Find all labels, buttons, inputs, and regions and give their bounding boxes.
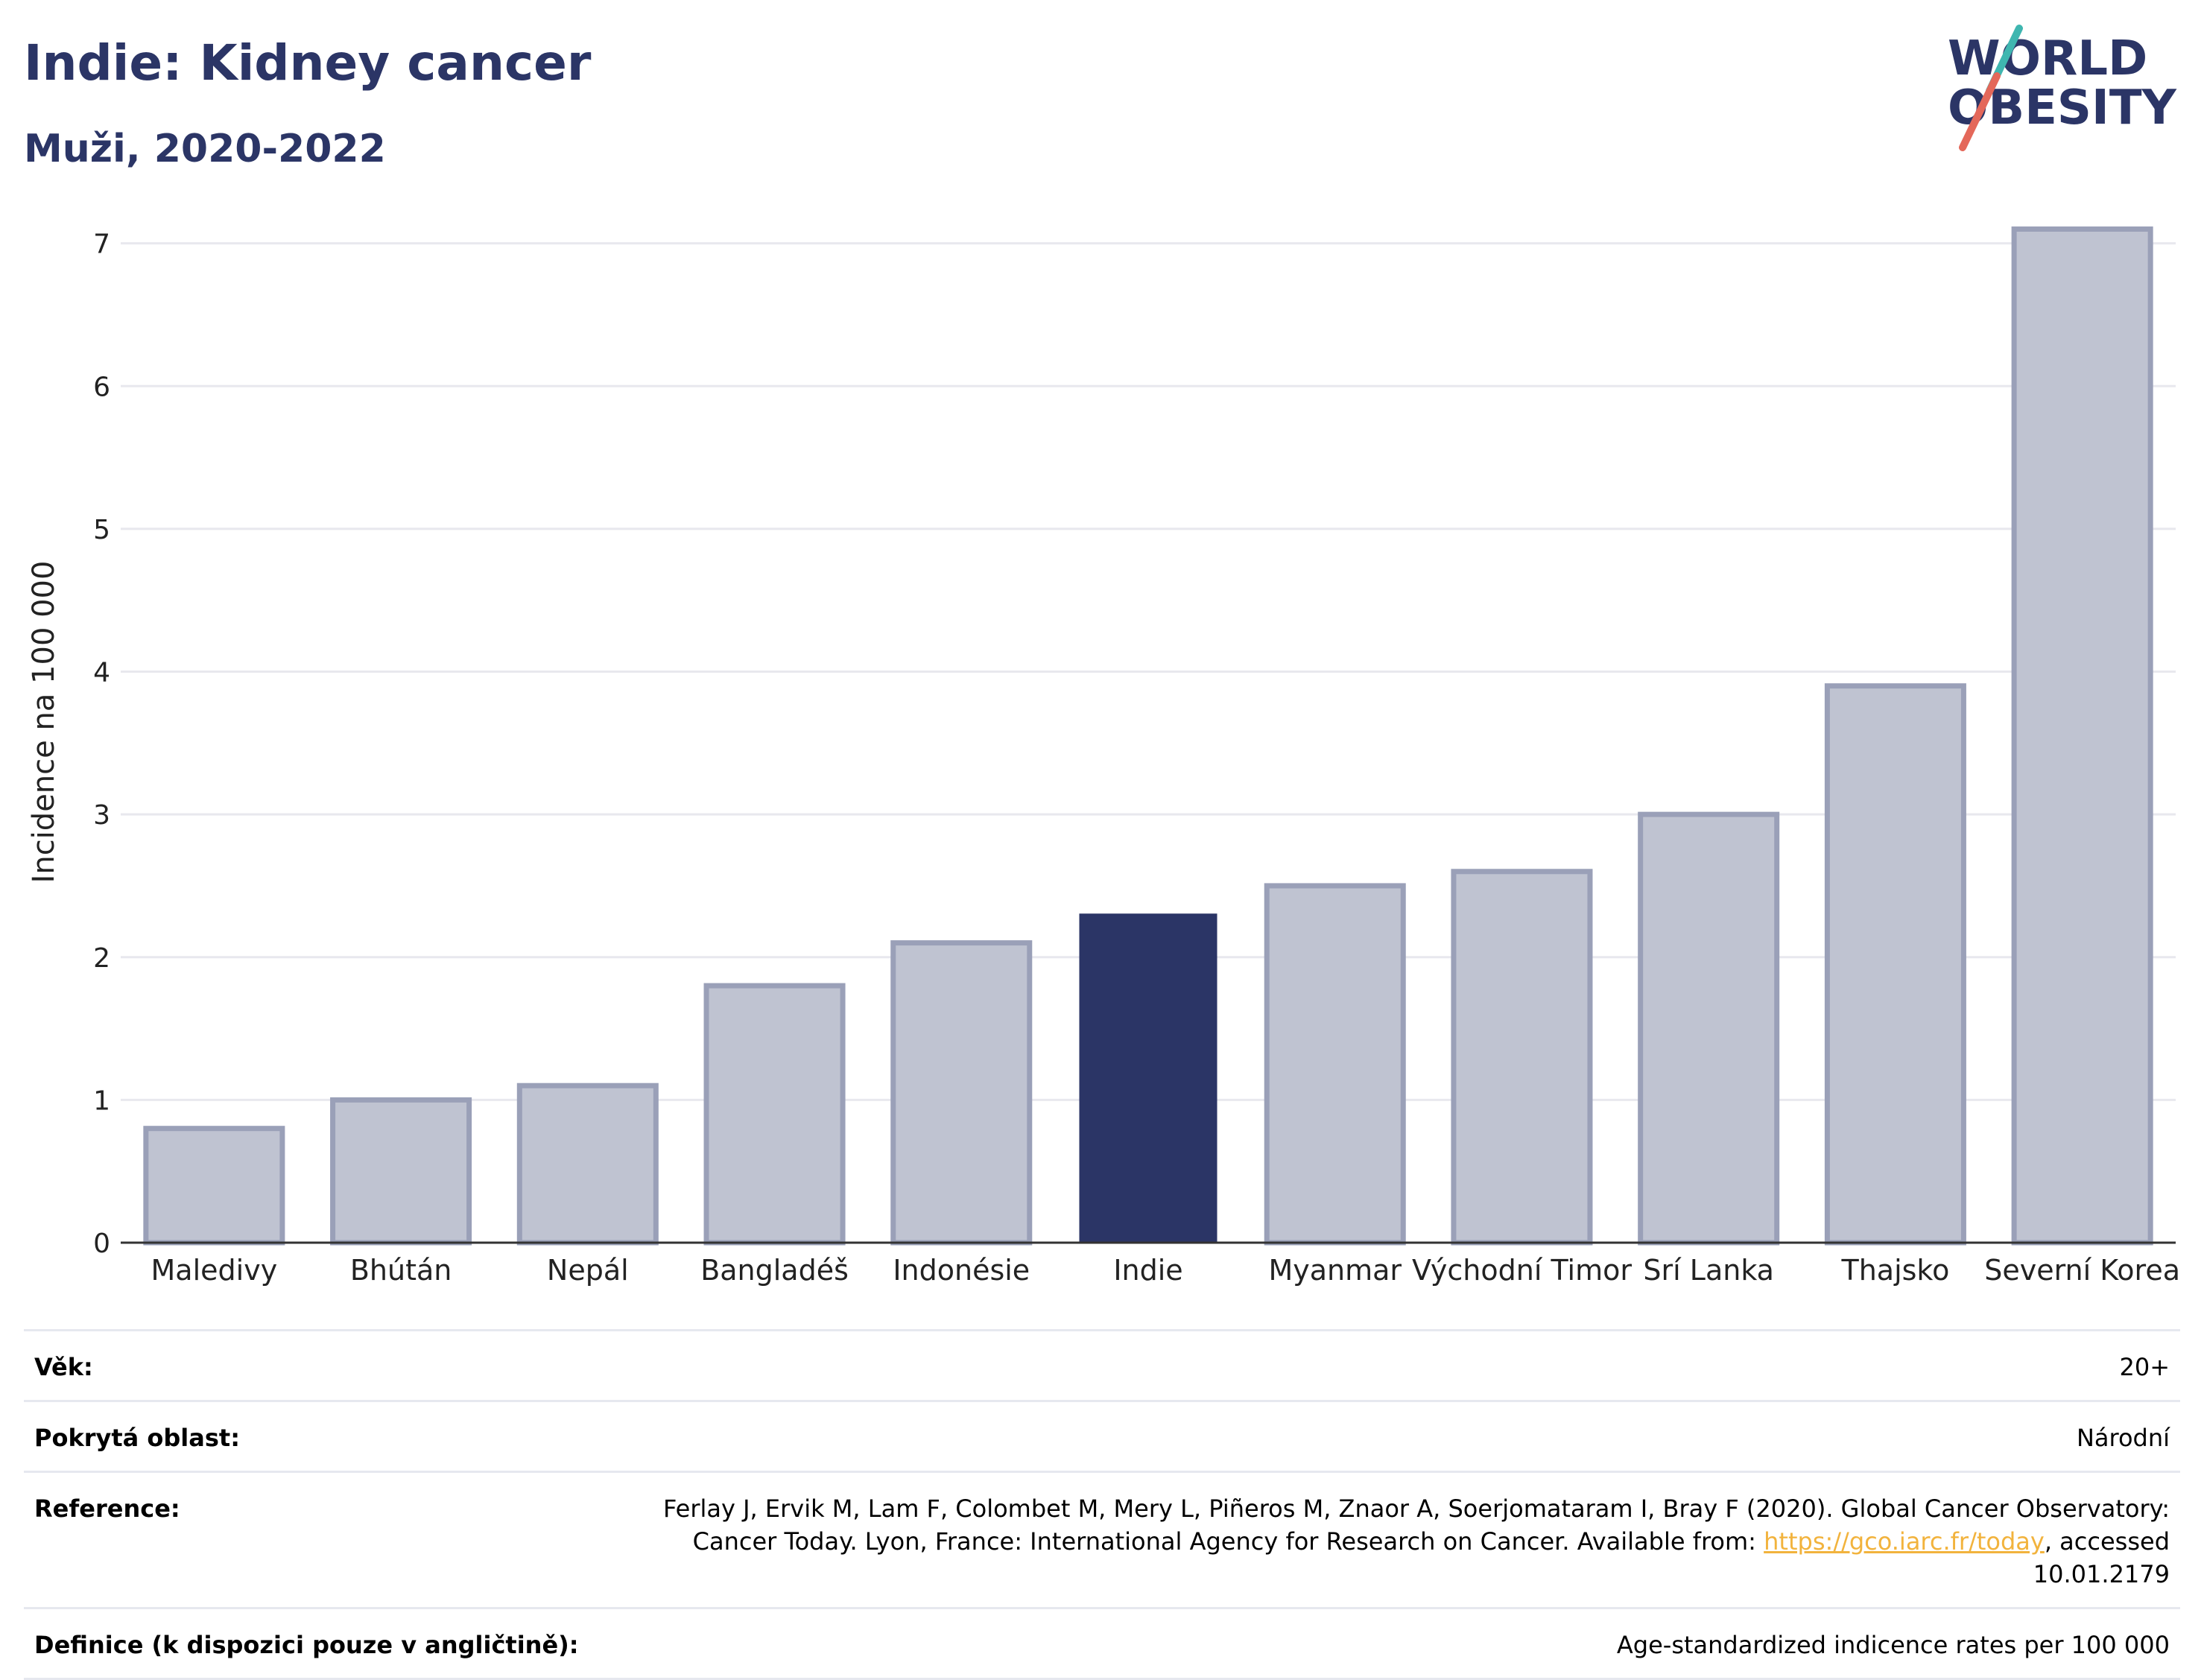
bar-nepál: [516, 1083, 659, 1246]
bar-indonésie: [890, 940, 1033, 1246]
y-tick-label: 4: [93, 658, 110, 688]
bar-severní-korea: [2011, 226, 2153, 1246]
chart-subtitle: Muži, 2020-2022: [24, 127, 386, 171]
age-label: Věk:: [34, 1353, 93, 1381]
y-tick-label: 1: [93, 1085, 110, 1116]
y-axis-label: Incidence na 100 000: [27, 561, 61, 884]
x-tick-label: Indonésie: [893, 1254, 1030, 1287]
bar-srí-lanka: [1638, 811, 1780, 1246]
reference-text-1: Ferlay J, Ervik M, Lam F, Colombet M, Me…: [663, 1494, 2170, 1556]
x-tick-label: Východní Timor: [1412, 1254, 1632, 1287]
logo-line-world: WORLD: [1948, 31, 2147, 86]
x-tick-label: Nepál: [547, 1254, 629, 1287]
coverage-label: Pokrytá oblast:: [34, 1424, 240, 1452]
bar-indie: [1079, 913, 1217, 1243]
world-obesity-logo: WORLD OBESITY: [1948, 25, 2176, 151]
info-row-reference: Reference: Ferlay J, Ervik M, Lam F, Col…: [24, 1471, 2180, 1607]
reference-value: Ferlay J, Ervik M, Lam F, Colombet M, Me…: [620, 1492, 2180, 1591]
chart-title: Indie: Kidney cancer: [24, 34, 592, 92]
y-tick-label: 0: [93, 1229, 110, 1259]
x-tick-label: Bangladéš: [700, 1254, 849, 1287]
bar-myanmar: [1264, 883, 1406, 1246]
y-tick-label: 6: [93, 372, 110, 402]
reference-link[interactable]: https://gco.iarc.fr/today: [1764, 1527, 2045, 1556]
x-tick-label: Srí Lanka: [1643, 1254, 1774, 1287]
reference-label: Reference:: [34, 1494, 180, 1523]
x-tick-label: Severní Korea: [1984, 1254, 2180, 1287]
info-table: Věk: 20+ Pokrytá oblast: Národní Referen…: [24, 1329, 2180, 1680]
x-tick-label: Myanmar: [1268, 1254, 1402, 1287]
reference-text-2: , accessed 10.01.2179: [2033, 1527, 2170, 1588]
info-row-definition: Definice (k dispozici pouze v angličtině…: [24, 1607, 2180, 1680]
bar-bangladéš: [703, 983, 846, 1246]
x-tick-label: Indie: [1113, 1254, 1182, 1287]
bar-chart: 0 1 2 3 4 5 6 7 Incidence na 100 000 Maledivy Bhút…: [27, 226, 2180, 1287]
y-tick-label: 5: [93, 515, 110, 545]
y-tick-label: 7: [93, 229, 110, 260]
info-row-coverage: Pokrytá oblast: Národní: [24, 1400, 2180, 1471]
logo-line-obesity: OBESITY: [1948, 80, 2176, 136]
y-tick-label: 2: [93, 943, 110, 974]
logo-slash-red: [1959, 72, 2001, 151]
bar-bhútán: [330, 1097, 472, 1246]
bar-maledivy: [143, 1126, 285, 1246]
bar-thajsko: [1824, 683, 1966, 1246]
info-row-age: Věk: 20+: [24, 1329, 2180, 1400]
y-tick-label: 3: [93, 800, 110, 831]
definition-value: Age-standardized indicence rates per 100…: [1616, 1631, 2170, 1659]
x-tick-label: Bhútán: [350, 1254, 452, 1287]
age-value: 20+: [2119, 1353, 2170, 1381]
definition-label: Definice (k dispozici pouze v angličtině…: [34, 1631, 579, 1659]
x-tick-label: Thajsko: [1840, 1254, 1949, 1287]
bar-východní-timor: [1451, 869, 1593, 1246]
x-tick-label: Maledivy: [151, 1254, 278, 1287]
coverage-value: Národní: [2076, 1424, 2170, 1452]
